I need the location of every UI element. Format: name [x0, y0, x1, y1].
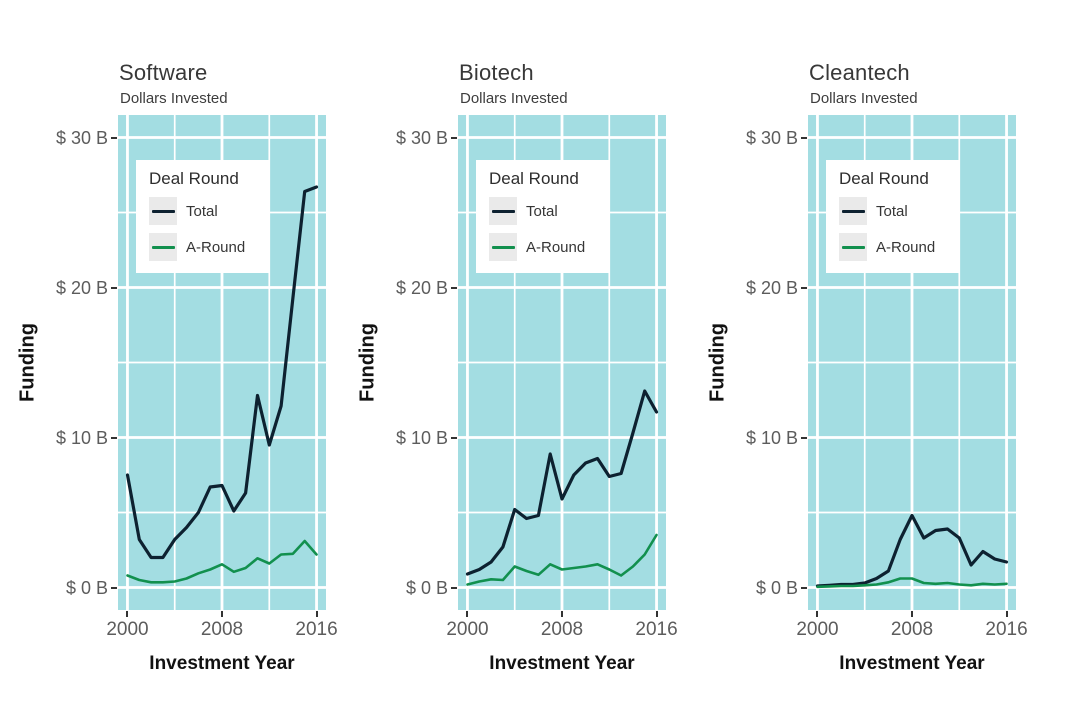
total-series-line — [465, 389, 659, 576]
y-tick-mark — [801, 436, 807, 439]
x-axis-title: Investment Year — [489, 653, 635, 674]
legend-label-a-round: A-Round — [526, 238, 586, 256]
y-tick-mark — [111, 586, 117, 589]
y-tick-label: $ 0 B — [65, 577, 108, 598]
chart-title: Software — [119, 60, 208, 85]
x-tick-label: 2008 — [540, 619, 584, 640]
chart-cleantech: Cleantech Dollars Invested Funding $ 30 … — [704, 0, 1056, 711]
legend-row-total: Total — [489, 197, 602, 225]
x-tick-mark — [315, 611, 318, 617]
chart-subtitle: Dollars Invested — [810, 90, 918, 107]
x-tick-mark — [221, 611, 223, 617]
x-tick-label: 2016 — [635, 619, 678, 640]
total-line-key-icon — [841, 209, 865, 213]
x-tick-mark — [1005, 611, 1008, 617]
y-tick-mark — [801, 586, 807, 589]
legend-label-total: Total — [186, 202, 218, 220]
y-tick-mark — [801, 136, 807, 139]
chart-subtitle: Dollars Invested — [460, 90, 568, 107]
y-tick-mark — [451, 436, 457, 439]
legend-row-total: Total — [839, 197, 952, 225]
y-tick-label: $ 0 B — [405, 577, 448, 598]
a-round-line-key-icon — [841, 245, 865, 249]
total-line-key-icon — [151, 209, 175, 213]
x-tick-label: 2000 — [106, 619, 149, 640]
legend-title: Deal Round — [489, 169, 579, 188]
total-series-line — [815, 513, 1009, 588]
x-tick-mark — [126, 611, 129, 617]
chart-title: Biotech — [459, 60, 534, 85]
chart-title: Cleantech — [809, 60, 910, 85]
x-tick-label: 2008 — [200, 619, 244, 640]
y-tick-mark — [451, 586, 457, 589]
y-tick-label: $ 20 B — [55, 277, 108, 298]
chart-biotech: Biotech Dollars Invested Funding $ 30 B $… — [354, 0, 706, 711]
a-round-series-line — [126, 539, 318, 584]
x-tick-mark — [561, 611, 563, 617]
legend-row-a-round: A-Round — [489, 233, 602, 261]
x-tick-label: 2008 — [890, 619, 934, 640]
chart-subtitle: Dollars Invested — [120, 90, 228, 107]
x-axis-title: Investment Year — [149, 653, 295, 674]
y-tick-mark — [111, 136, 117, 139]
y-tick-label: $ 10 B — [55, 427, 108, 448]
x-tick-mark — [911, 611, 913, 617]
legend-row-total: Total — [149, 197, 262, 225]
legend-row-a-round: A-Round — [839, 233, 952, 261]
x-tick-mark — [655, 611, 658, 617]
x-axis-title: Investment Year — [839, 653, 985, 674]
y-tick-label: $ 20 B — [745, 277, 798, 298]
a-round-line-key-icon — [151, 245, 175, 249]
x-tick-mark — [466, 611, 469, 617]
chart-software: Software Dollars Invested Funding $ 30 B… — [14, 0, 366, 711]
x-tick-label: 2016 — [295, 619, 338, 640]
y-tick-label: $ 30 B — [55, 127, 108, 148]
legend-title: Deal Round — [149, 169, 239, 188]
y-tick-mark — [111, 286, 117, 289]
y-tick-label: $ 30 B — [395, 127, 448, 148]
legend-key-swatch — [489, 197, 517, 225]
legend-label-total: Total — [876, 202, 908, 220]
y-tick-label: $ 0 B — [755, 577, 798, 598]
a-round-line-key-icon — [491, 245, 515, 249]
y-tick-label: $ 30 B — [745, 127, 798, 148]
total-line-key-icon — [491, 209, 515, 213]
x-tick-label: 2000 — [446, 619, 489, 640]
a-round-series-line — [816, 577, 1008, 589]
y-tick-mark — [451, 286, 457, 289]
total-series-line — [125, 185, 319, 560]
legend-key-swatch — [149, 233, 177, 261]
y-tick-label: $ 20 B — [395, 277, 448, 298]
legend: Deal Round Total A-Round — [476, 160, 610, 273]
legend-label-a-round: A-Round — [876, 238, 936, 256]
legend: Deal Round Total A-Round — [826, 160, 960, 273]
legend-key-swatch — [149, 197, 177, 225]
y-tick-label: $ 10 B — [745, 427, 798, 448]
legend-label-total: Total — [526, 202, 558, 220]
x-tick-label: 2000 — [796, 619, 839, 640]
a-round-series-line — [466, 533, 658, 586]
y-tick-mark — [111, 436, 117, 439]
legend-key-swatch — [489, 233, 517, 261]
y-tick-mark — [801, 286, 807, 289]
legend-key-swatch — [839, 233, 867, 261]
y-tick-label: $ 10 B — [395, 427, 448, 448]
legend-label-a-round: A-Round — [186, 238, 246, 256]
y-tick-mark — [451, 136, 457, 139]
x-tick-label: 2016 — [985, 619, 1028, 640]
x-tick-mark — [816, 611, 819, 617]
legend-row-a-round: A-Round — [149, 233, 262, 261]
legend-key-swatch — [839, 197, 867, 225]
legend-title: Deal Round — [839, 169, 929, 188]
legend: Deal Round Total A-Round — [136, 160, 270, 273]
